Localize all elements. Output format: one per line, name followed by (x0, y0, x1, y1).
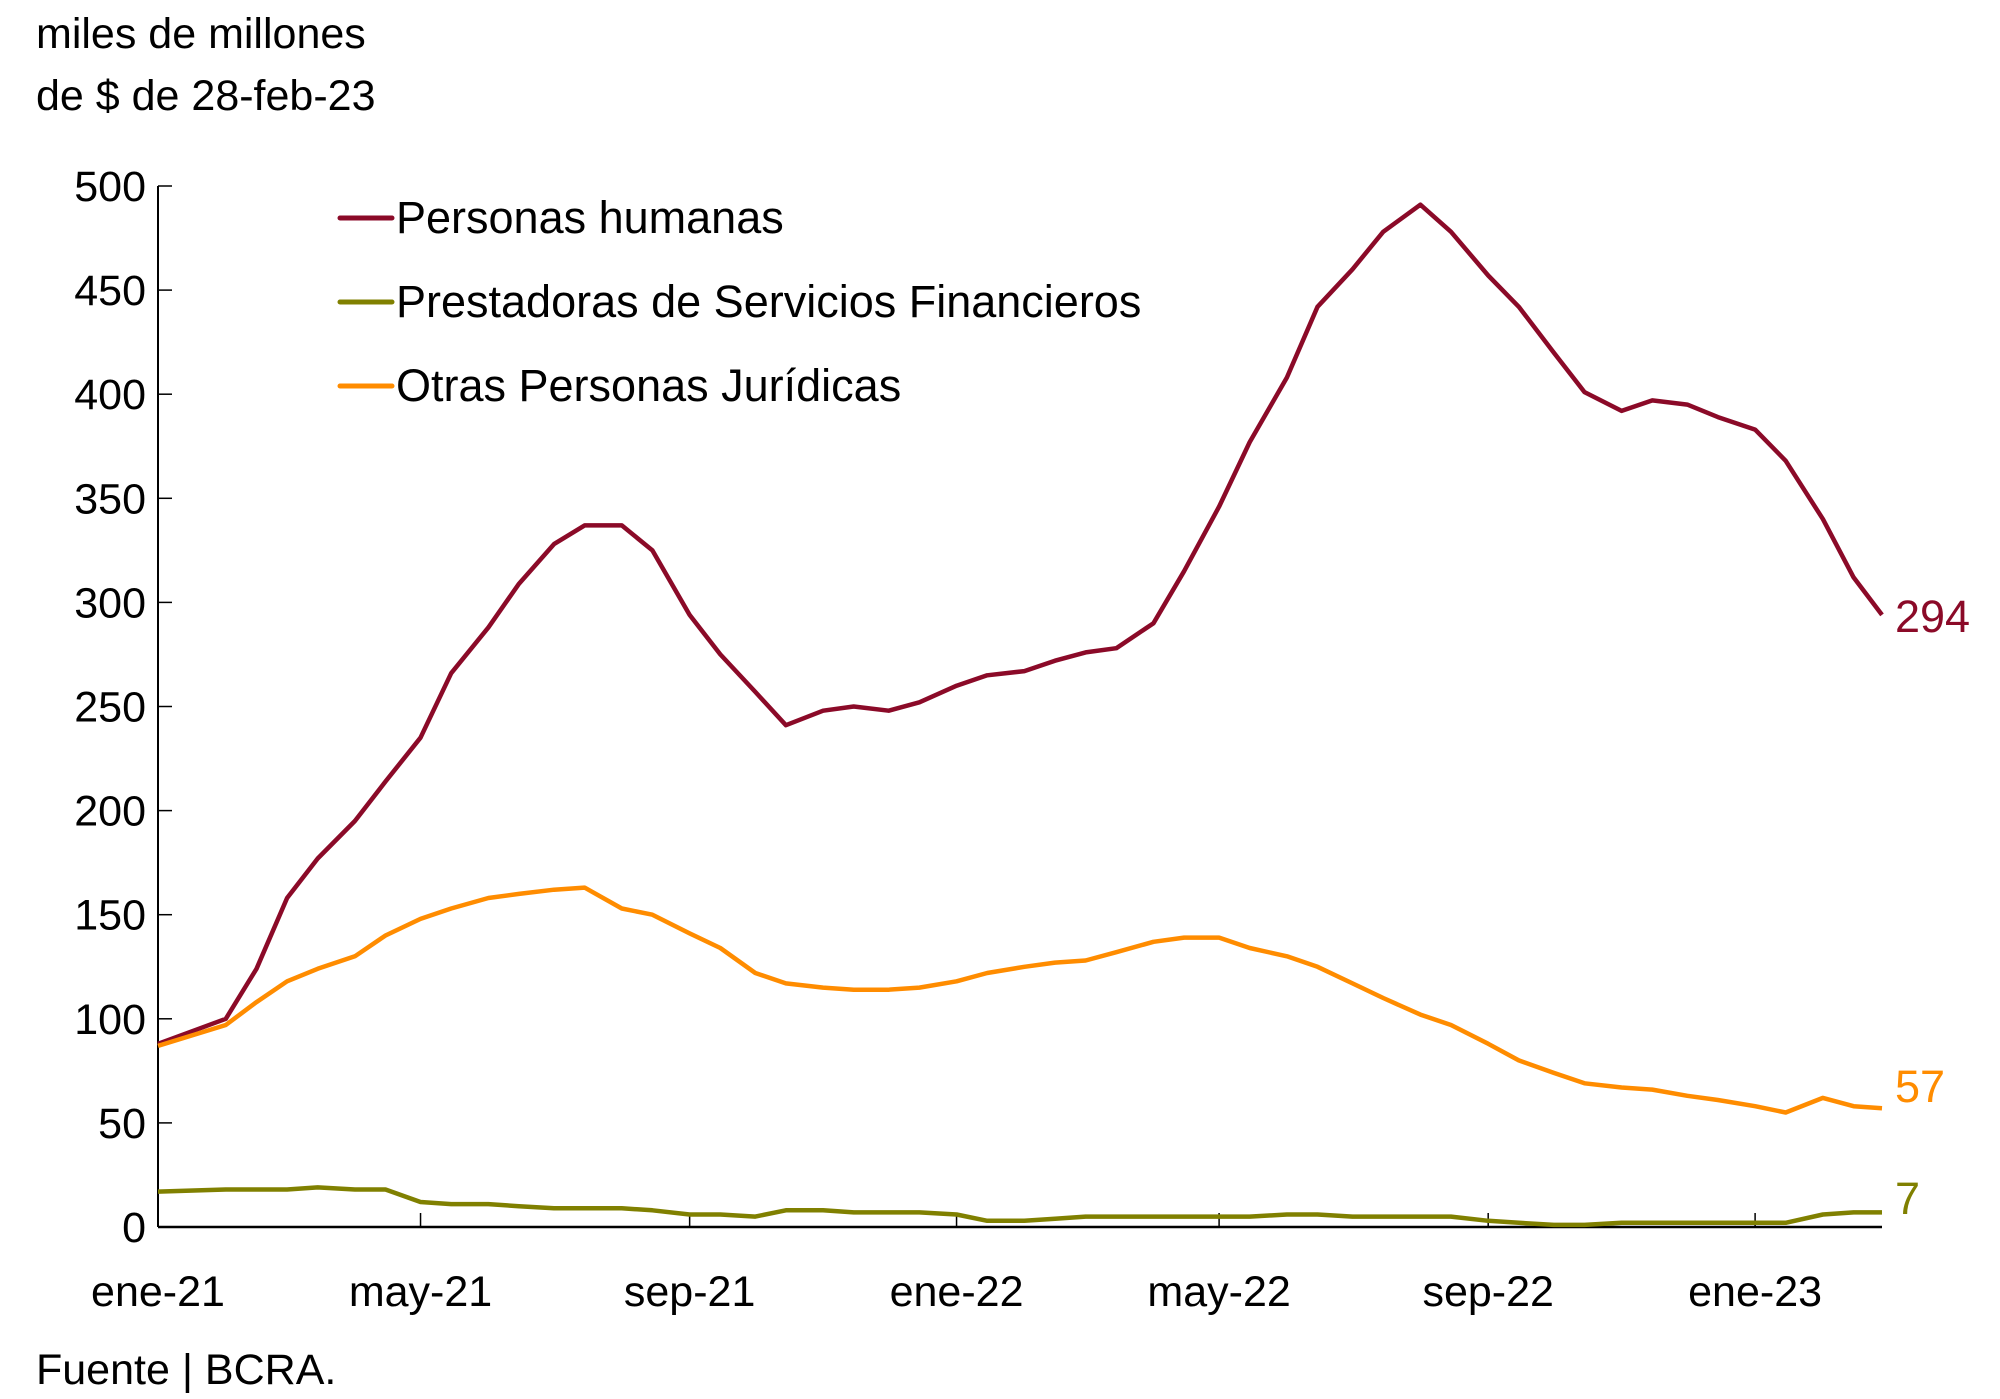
axes: 0 50 100 150 200 250 300 350 400 450 500 ene-21 may-… (74, 163, 1882, 1316)
y-tick-label: 300 (74, 579, 146, 627)
legend: Personas humanas Prestadoras de Servicios… (337, 192, 1141, 411)
series-line-2 (157, 1185, 1882, 1228)
y-tick-label: 500 (74, 163, 146, 211)
legend-label: Personas humanas (396, 192, 784, 243)
y-tick-label: 350 (74, 475, 146, 523)
end-value-label: 294 (1895, 591, 1970, 642)
series-lines (157, 202, 1884, 1228)
legend-label: Otras Personas Jurídicas (396, 360, 901, 411)
series-line-3 (157, 885, 1883, 1115)
end-labels: 294 7 57 (1895, 591, 1970, 1224)
end-value-label: 7 (1895, 1173, 1920, 1224)
x-tick-label: ene-23 (1688, 1268, 1822, 1316)
x-tick-label: may-21 (349, 1268, 492, 1316)
x-tick-label: ene-21 (91, 1268, 225, 1316)
y-tick-label: 150 (74, 892, 146, 940)
legend-label: Prestadoras de Servicios Financieros (396, 276, 1141, 327)
x-tick-label: ene-22 (890, 1268, 1024, 1316)
y-tick-label: 100 (74, 996, 146, 1044)
y-tick-label: 450 (74, 267, 146, 315)
x-tick-label: sep-21 (624, 1268, 755, 1316)
source-note: Fuente | BCRA. (36, 1346, 336, 1394)
y-tick-label: 250 (74, 684, 146, 732)
y-tick-label: 50 (98, 1100, 146, 1148)
y-axis-unit-line-1: miles de millones (36, 10, 366, 58)
series-line-1 (157, 202, 1884, 1046)
end-value-label: 57 (1895, 1061, 1945, 1112)
y-tick-label: 200 (74, 788, 146, 836)
y-tick-label: 400 (74, 371, 146, 419)
y-axis-unit-line-2: de $ de 28-feb-23 (36, 72, 376, 120)
x-tick-label: may-22 (1147, 1268, 1290, 1316)
x-tick-label: sep-22 (1422, 1268, 1553, 1316)
y-tick-label: 0 (122, 1204, 146, 1252)
